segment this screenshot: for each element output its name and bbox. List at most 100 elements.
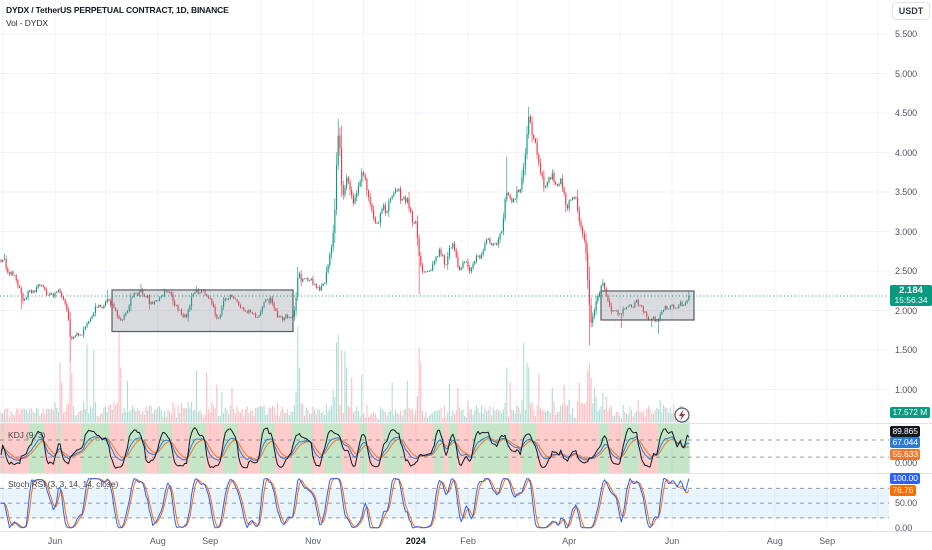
stoch-rsi-legend[interactable]: Stoch RSI (3, 3, 14, 14, close) [8,479,119,489]
volume-bar [541,409,543,423]
candle-body [432,264,434,271]
candle-body [475,256,478,262]
candle-body [430,270,432,271]
volume-bar [290,411,292,423]
candle-body [339,135,341,149]
candle-body [121,319,124,321]
volume-bar [475,405,477,423]
candle-body [393,193,395,197]
volume-bar [669,407,671,423]
volume-bar [644,416,646,423]
candle-body [131,296,134,298]
volume-bar [607,411,609,423]
candle-body [624,308,626,310]
stoch-scale-50-label: 50.00 [895,498,918,509]
candle-body [556,184,558,186]
kdj-k-line [0,435,690,462]
volume-bar [93,350,95,423]
volume-bar [357,411,359,423]
volume-bar [366,404,368,423]
volume-bar [432,413,434,423]
volume-bar [622,404,624,423]
candle-body [249,310,252,313]
candle-body [231,295,233,297]
candle-body [47,294,49,296]
volume-bar [78,412,80,423]
currency-toggle-button[interactable]: USDT [892,2,930,20]
candle-body [465,261,467,263]
candle-body [219,314,221,318]
volume-bar [84,409,86,423]
candle-body [445,264,447,265]
candle-body [610,306,612,312]
symbol-title[interactable]: DYDX / TetherUS PERPETUAL CONTRACT, 1D, … [6,5,229,15]
candle-body [688,295,690,301]
time-tick-label: Jun [47,536,63,546]
time-tick-label: Feb [460,536,476,546]
candle-body [226,298,228,300]
volume-bar [546,410,548,423]
candle-body [681,302,683,306]
time-tick-label: Sep [819,536,836,546]
volume-bar [614,415,616,423]
candle-body [268,299,270,303]
candle-body [400,188,402,201]
candle-body [256,317,258,318]
candle-body [373,210,375,218]
volume-bar [494,410,496,423]
volume-bar [509,382,511,423]
candle-body [216,314,218,319]
volume-bar [620,418,622,423]
candle-body [450,247,452,249]
volume-bar [339,404,341,423]
candle-body [605,288,607,296]
volume-bar [219,415,221,423]
volume-bar [128,411,130,423]
volume-bar [103,407,105,423]
lightning-icon [678,409,686,421]
kdj-stripe [433,424,444,473]
candle-body [507,192,510,196]
volume-bar [155,409,157,423]
candle-body [27,291,29,298]
volume-bar [421,410,424,423]
volume-bar [341,350,343,423]
candle-body [518,190,520,192]
volume-bar [443,405,445,423]
volume-bar [548,410,550,423]
candle-body [228,298,230,300]
volume-bar [533,409,535,423]
volume-bar [388,411,390,423]
volume-bar [571,408,574,423]
candle-body [371,204,373,211]
candle-body [485,239,488,244]
volume-bar [270,408,272,423]
candle-body [56,291,58,293]
volume-bar [202,416,204,423]
rectangle-drawing[interactable] [600,290,695,321]
candle-body [310,278,312,281]
volume-bar [46,408,48,423]
candle-body [174,301,176,306]
candle-body [512,199,515,203]
candle-body [401,199,403,201]
candle-body [273,302,275,309]
candle-body [546,182,548,187]
volume-bar [265,414,267,423]
volume-bar [20,408,22,423]
candle-body [394,189,397,194]
rectangle-drawing[interactable] [111,289,294,333]
volume-legend[interactable]: Vol - DYDX [6,17,48,28]
volume-bar [101,413,103,423]
candle-body [619,313,621,315]
candle-body [211,298,213,304]
candle-body [312,278,314,285]
candle-body [521,177,523,190]
candle-body [255,314,257,318]
volume-bar [401,416,403,423]
candle-body [288,317,290,319]
volume-bar [457,387,459,423]
volume-bar [0,412,2,423]
kdj-legend[interactable]: KDJ (9, 3) [8,430,46,440]
